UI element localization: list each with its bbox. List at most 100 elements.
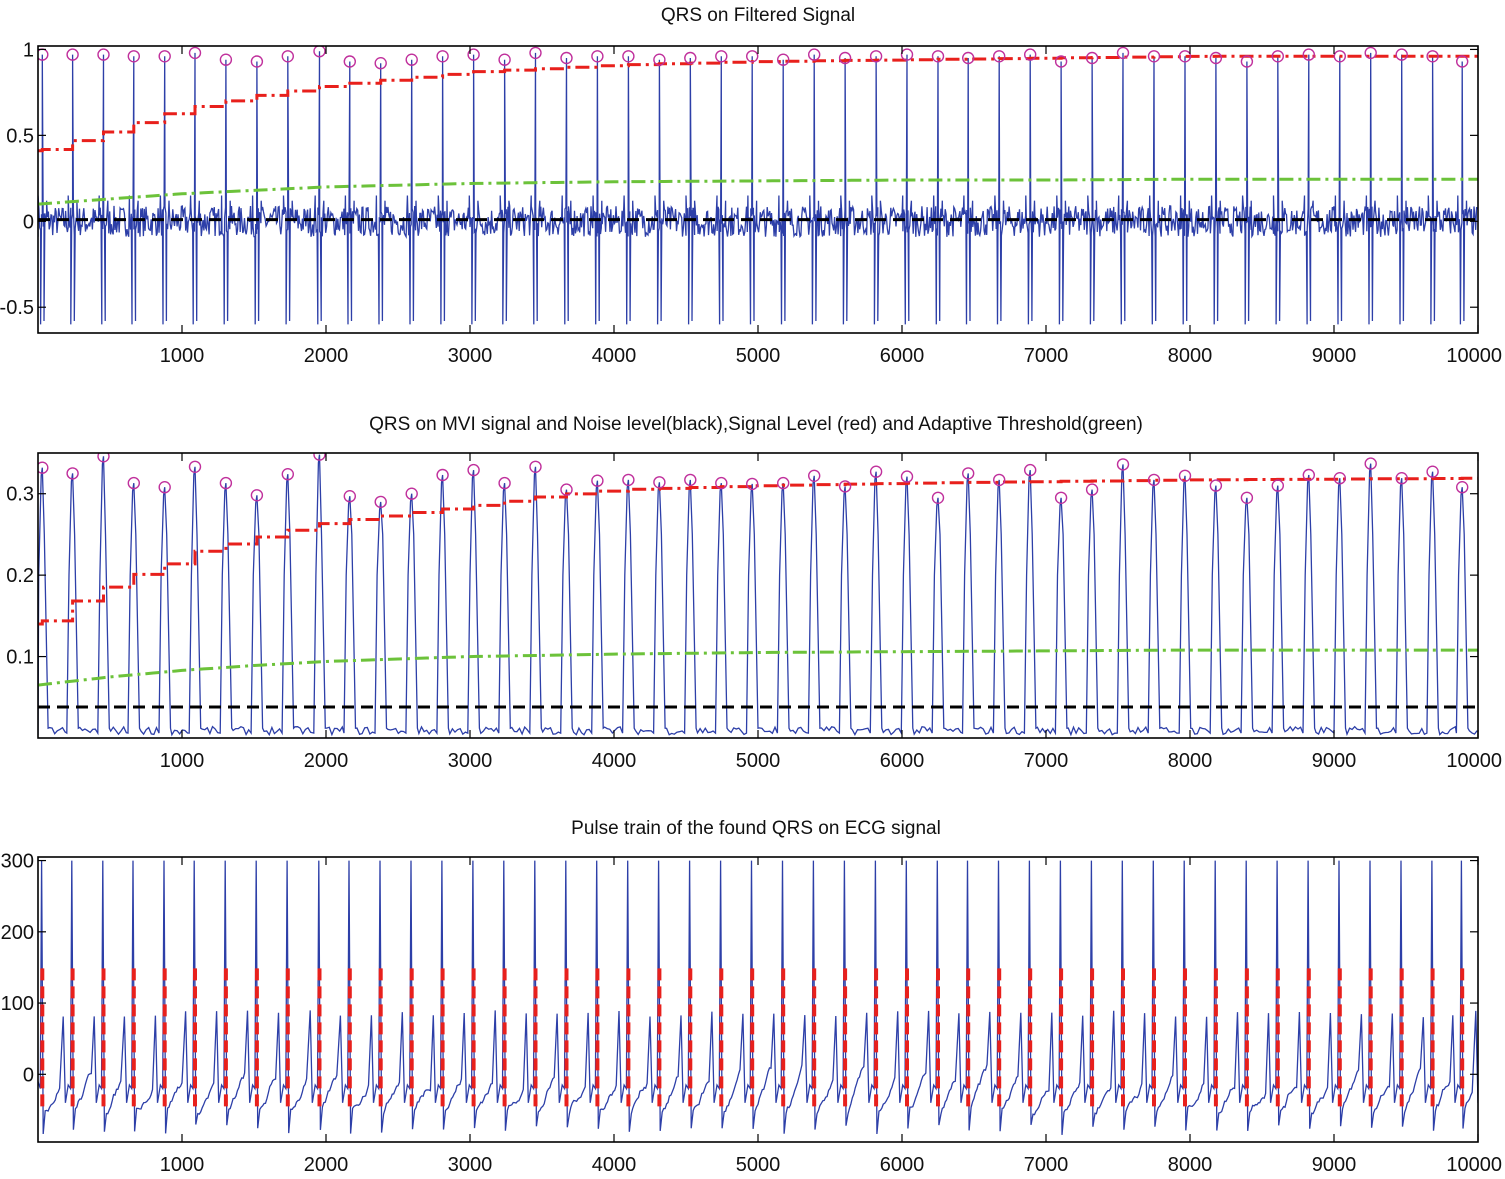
qrs-peak-marker (1455, 55, 1469, 68)
qrs-peak-marker (97, 453, 110, 463)
chart-title: Pulse train of the found QRS on ECG sign… (571, 818, 941, 839)
panel-filtered-signal: QRS on Filtered Signal 1000 2000 3000 4000 5… (0, 5, 1502, 367)
x-tick-label: 1000 (160, 345, 205, 367)
x-tick-label: 2000 (304, 1154, 349, 1176)
qrs-peak-marker (993, 473, 1006, 487)
qrs-peak-marker (1240, 491, 1254, 504)
qrs-peak-marker (1147, 50, 1161, 63)
x-tick-label: 6000 (880, 750, 925, 772)
qrs-peak-marker (684, 473, 697, 487)
qrs-peak-marker (653, 476, 666, 489)
qrs-peak-marker (560, 483, 573, 496)
qrs-peak-marker (962, 51, 975, 65)
signal-trace (38, 454, 1478, 737)
qrs-peak-marker (529, 460, 542, 473)
qrs-peak-marker (1023, 48, 1037, 61)
plot-area (38, 46, 1478, 325)
qrs-peak-marker (1085, 51, 1099, 65)
qrs-peak-marker (1178, 50, 1192, 63)
qrs-peak-marker (498, 53, 511, 66)
x-tick-label: 3000 (448, 345, 493, 367)
qrs-peak-marker (591, 474, 604, 487)
qrs-peak-marker (900, 48, 914, 61)
qrs-peak-marker (746, 50, 759, 63)
qrs-peak-marker (1209, 51, 1223, 65)
qrs-peak-marker (622, 473, 635, 487)
qrs-peak-marker (622, 50, 635, 63)
qrs-peak-marker (993, 50, 1006, 63)
panel-pulse-train: Pulse train of the found QRS on ECG sign… (1, 818, 1502, 1176)
qrs-peak-marker (529, 46, 542, 60)
qrs-peak-marker (931, 50, 945, 63)
x-tick-label: 9000 (1312, 750, 1357, 772)
x-tick-label: 7000 (1024, 750, 1069, 772)
y-tick-label: 300 (1, 851, 34, 873)
qrs-peak-marker (808, 469, 821, 482)
qrs-peak-marker (127, 50, 141, 63)
tick-layer: 1000 2000 3000 4000 5000 6000 7000 8000 9000 1000… (0, 39, 1502, 367)
x-tick-label: 5000 (736, 750, 781, 772)
qrs-peak-marker (405, 53, 418, 66)
qrs-peak-marker (343, 55, 356, 68)
qrs-peak-marker (560, 51, 573, 65)
qrs-peak-marker (66, 48, 79, 61)
x-tick-label: 3000 (448, 750, 493, 772)
qrs-peak-marker (1054, 55, 1068, 68)
qrs-peak-marker (869, 465, 883, 478)
x-tick-label: 8000 (1168, 750, 1213, 772)
qrs-peak-marker (188, 460, 202, 473)
qrs-peak-marker (931, 491, 945, 504)
qrs-peak-marker (313, 453, 326, 461)
qrs-peak-marker (374, 57, 387, 70)
x-tick-label: 8000 (1168, 345, 1213, 367)
chart-title: QRS on Filtered Signal (661, 5, 855, 26)
signal-trace (38, 860, 1478, 1135)
qrs-peak-marker (1426, 50, 1439, 63)
series-layer (38, 46, 1478, 325)
qrs-peak-marker (808, 48, 821, 61)
qrs-peak-marker (158, 481, 171, 494)
x-tick-label: 2000 (304, 345, 349, 367)
qrs-peak-marker (777, 53, 790, 66)
y-tick-label: 0.5 (6, 125, 34, 147)
x-tick-label: 10000 (1446, 750, 1502, 772)
x-tick-label: 10000 (1446, 345, 1502, 367)
x-tick-label: 6000 (880, 345, 925, 367)
qrs-peak-marker (1395, 472, 1408, 485)
x-tick-label: 4000 (592, 1154, 637, 1176)
qrs-peak-marker (1271, 479, 1285, 492)
x-tick-label: 4000 (592, 750, 637, 772)
x-tick-label: 5000 (736, 345, 781, 367)
x-tick-label: 9000 (1312, 1154, 1357, 1176)
qrs-peak-marker (405, 487, 418, 500)
tick-layer: 1000 2000 3000 4000 5000 6000 7000 8000 9000 1000… (1, 851, 1502, 1176)
plot-area (38, 860, 1478, 1135)
x-tick-label: 3000 (448, 1154, 493, 1176)
qrs-peak-marker (188, 46, 202, 60)
signal-level-line (38, 476, 1478, 626)
y-tick-label: 200 (1, 922, 34, 944)
y-tick-label: 1 (23, 39, 34, 61)
x-tick-label: 7000 (1024, 1154, 1069, 1176)
plot-area (38, 453, 1478, 737)
qrs-peak-marker (313, 46, 326, 58)
qrs-peak-marker (219, 53, 233, 66)
x-tick-label: 9000 (1312, 345, 1357, 367)
x-tick-label: 6000 (880, 1154, 925, 1176)
qrs-peak-marker (1054, 491, 1068, 504)
x-tick-label: 1000 (160, 1154, 205, 1176)
qrs-peak-marker (715, 476, 728, 490)
adaptive-threshold-line (38, 648, 1478, 687)
qrs-peak-marker (158, 50, 171, 63)
qrs-peak-marker (900, 470, 914, 483)
qrs-peak-marker (962, 467, 975, 480)
qrs-peak-marker (1085, 483, 1099, 496)
qrs-peak-marker (219, 476, 233, 490)
qrs-peak-marker (869, 50, 883, 63)
chart-title: QRS on MVI signal and Noise level(black)… (369, 414, 1143, 435)
qrs-peak-marker (250, 489, 264, 502)
qrs-peak-marker (281, 50, 294, 63)
x-tick-label: 8000 (1168, 1154, 1213, 1176)
y-tick-label: 100 (1, 993, 34, 1015)
qrs-peak-marker (838, 51, 852, 65)
